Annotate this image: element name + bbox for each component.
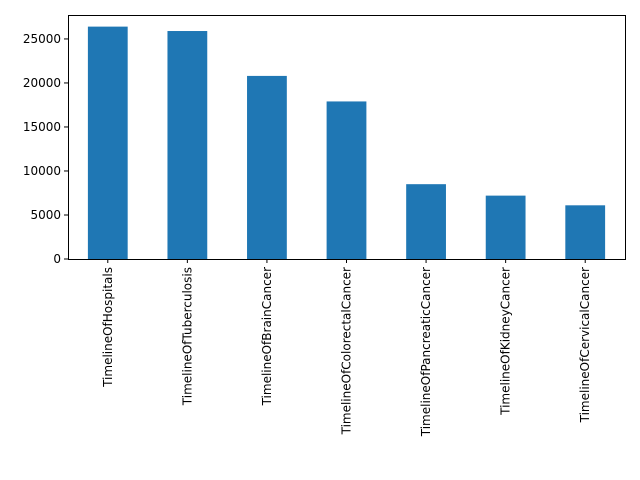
x-tick-label: TimelineOfKidneyCancer (499, 267, 513, 416)
bar (565, 205, 606, 259)
x-axis: TimelineOfHospitals TimelineOfTuberculosi… (101, 259, 592, 437)
bars-group (87, 26, 606, 259)
bar (485, 195, 526, 259)
plot-frame (68, 15, 626, 260)
bar (167, 31, 208, 259)
x-tick-label: TimelineOfPancreaticCancer (419, 267, 433, 437)
x-tick-label: TimelineOfCervicalCancer (578, 267, 592, 423)
x-tick-label: TimelineOfBrainCancer (260, 267, 274, 406)
bar (87, 26, 128, 259)
bar (406, 184, 446, 259)
y-tick-label: 5000 (30, 208, 61, 222)
y-tick-label: 10000 (23, 164, 61, 178)
x-tick-label: TimelineOfHospitals (101, 267, 115, 388)
y-axis: 0 5000 10000 15000 20000 25000 (23, 32, 68, 266)
y-tick-label: 20000 (23, 76, 61, 90)
y-tick-label: 0 (53, 252, 61, 266)
x-tick-label: TimelineOfTuberculosis (180, 267, 194, 406)
bar (247, 75, 287, 259)
y-tick-label: 15000 (23, 120, 61, 134)
y-tick-label: 25000 (23, 32, 61, 46)
bar (326, 101, 367, 259)
x-tick-label: TimelineOfColorectalCancer (340, 267, 354, 435)
